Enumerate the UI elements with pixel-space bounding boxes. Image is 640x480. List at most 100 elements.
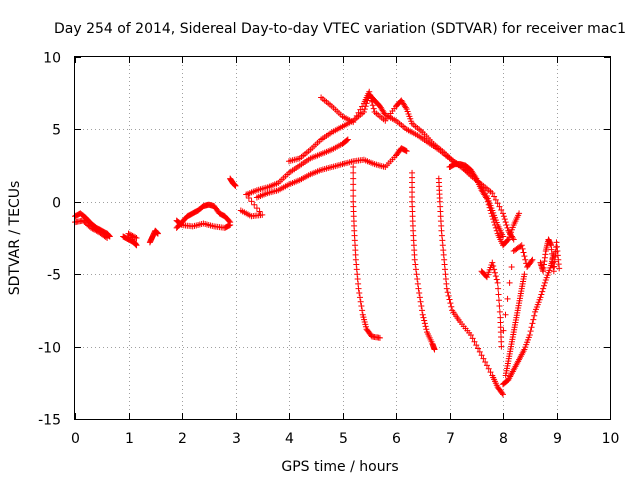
data-point (88, 224, 95, 231)
data-point (416, 290, 423, 297)
data-point (472, 174, 479, 181)
data-point (527, 328, 534, 335)
data-point (412, 261, 419, 268)
data-point (403, 148, 410, 155)
data-point (415, 285, 422, 292)
data-point (128, 232, 135, 239)
data-point (521, 271, 528, 278)
data-point (500, 213, 507, 220)
data-point (431, 346, 438, 353)
data-point (500, 391, 506, 398)
series-arc-1.4h (146, 227, 161, 246)
data-point (539, 288, 546, 295)
data-point (518, 242, 525, 249)
data-point (494, 200, 501, 207)
data-point (443, 285, 450, 292)
data-point (500, 210, 506, 217)
data-point (495, 297, 502, 304)
data-point (412, 266, 419, 273)
data-point (500, 327, 507, 334)
x-tick-label: 10 (602, 431, 620, 447)
data-point (469, 335, 476, 342)
data-point (504, 295, 511, 302)
data-point (419, 307, 426, 314)
data-point (496, 203, 503, 210)
data-point (356, 294, 363, 301)
data-point (485, 201, 492, 208)
data-point (494, 279, 501, 286)
data-point (471, 338, 478, 345)
data-point (178, 221, 185, 228)
data-point (422, 323, 429, 330)
data-points (72, 88, 563, 398)
data-point (360, 109, 367, 116)
y-axis-label: SDTVAR / TECUs (7, 181, 23, 296)
data-point (448, 303, 455, 310)
data-point (478, 352, 485, 359)
x-tick-label: 3 (232, 431, 241, 447)
data-point (467, 332, 474, 339)
data-point (418, 303, 425, 310)
data-point (520, 249, 527, 256)
data-point (529, 256, 536, 263)
data-point (89, 225, 96, 232)
data-point (259, 211, 266, 218)
data-point (357, 106, 364, 113)
data-point (529, 320, 536, 327)
data-point (90, 226, 97, 233)
data-point (447, 300, 454, 307)
series-arc-morning-b (72, 217, 111, 241)
data-point (537, 294, 544, 301)
data-point (482, 359, 489, 366)
series-arc-7h-flat (446, 161, 523, 249)
series-arc-8.4h-steep (502, 271, 528, 379)
x-tick-label: 9 (553, 431, 562, 447)
data-point (503, 221, 510, 228)
data-point (487, 207, 494, 214)
data-point (502, 311, 509, 318)
data-point (483, 194, 490, 201)
data-point (493, 227, 500, 234)
x-tick-label: 8 (499, 431, 508, 447)
data-point (253, 205, 260, 212)
data-point (366, 88, 373, 95)
data-point (504, 224, 511, 231)
data-point (501, 216, 508, 223)
data-point (344, 136, 351, 143)
series-drop-5.2h (350, 164, 383, 341)
data-point (402, 104, 409, 111)
data-point (500, 233, 506, 240)
x-tick-label: 1 (125, 431, 134, 447)
data-point (489, 213, 496, 220)
y-tick-label: -10 (38, 341, 61, 357)
data-point (350, 181, 357, 188)
data-point (359, 307, 366, 314)
data-point (125, 230, 132, 237)
data-point (350, 164, 357, 171)
data-point (531, 312, 538, 319)
data-point (509, 235, 516, 241)
data-point (126, 231, 133, 238)
data-point (368, 98, 375, 105)
x-tick-label: 7 (446, 431, 455, 447)
data-point (491, 193, 498, 200)
data-point (508, 263, 515, 270)
data-point (416, 294, 423, 301)
data-point (353, 112, 360, 119)
data-point (232, 182, 239, 189)
data-point (498, 343, 505, 350)
data-point (154, 230, 161, 237)
data-point (488, 210, 495, 217)
data-point (132, 234, 139, 241)
data-point (484, 198, 491, 205)
series-recover-8h (500, 250, 557, 388)
series-drop-6.3h (409, 169, 438, 353)
x-axis-label: GPS time / hours (281, 459, 398, 475)
data-point (370, 105, 377, 112)
data-point (446, 296, 453, 303)
data-point (357, 298, 364, 305)
data-point (495, 291, 502, 298)
data-point (421, 320, 428, 327)
data-point (483, 195, 490, 202)
